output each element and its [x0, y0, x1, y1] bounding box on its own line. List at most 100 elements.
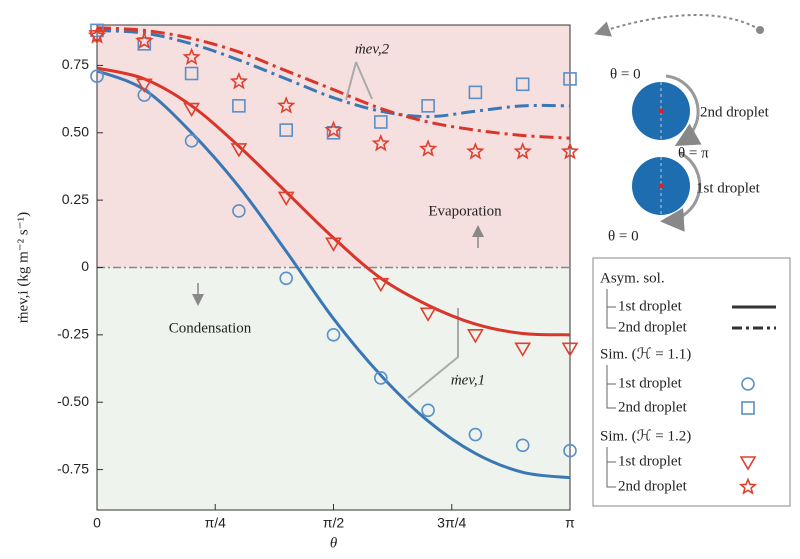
legend-label: 1st droplet: [618, 298, 683, 314]
marker-circle: [279, 271, 293, 286]
y-tick-label: -0.50: [57, 393, 89, 409]
legend-tree: [606, 289, 616, 329]
plot: -0.75 -0.50 -0.25 0 0.25 0.50 0.75 0 π/4 π/2 3π/4 π…: [15, 23, 580, 551]
marker-star: [513, 141, 532, 160]
legend-title: Asym. sol.: [600, 270, 665, 286]
pointer-dot: [756, 26, 764, 34]
marker-star: [277, 96, 296, 114]
droplet-diagram: θ = 0 2nd droplet θ = π 1st droplet θ = …: [594, 14, 770, 244]
annotation: Condensation: [169, 320, 252, 336]
marker-square: [741, 401, 755, 415]
y-tick-label: 0.75: [62, 56, 89, 72]
marker-star: [135, 31, 154, 49]
annotation: ṁev,2: [355, 41, 390, 57]
legend-label: 1st droplet: [618, 453, 683, 469]
marker-star: [738, 477, 758, 495]
marker-square: [374, 115, 388, 129]
diagram-label: θ = 0: [610, 66, 641, 82]
series-line: [96, 69, 571, 480]
marker-star: [324, 120, 343, 138]
series-line: [96, 26, 571, 140]
marker-circle: [515, 438, 530, 453]
marker-triangle: [230, 143, 248, 158]
marker-square: [515, 77, 530, 92]
diagram-label: 1st droplet: [696, 180, 761, 196]
marker-star: [466, 141, 485, 160]
marker-star: [182, 47, 201, 66]
marker-triangle: [561, 342, 579, 357]
x-tick-label: 3π/4: [437, 515, 466, 531]
marker-circle: [184, 134, 199, 148]
y-tick-label: 0: [81, 258, 89, 274]
x-tick-label: π: [565, 515, 575, 531]
series-line: [96, 28, 571, 119]
marker-circle: [421, 403, 435, 418]
legend-title: Sim. (ℋ = 1.2): [600, 428, 691, 444]
marker-square: [563, 72, 577, 86]
marker-circle: [468, 427, 483, 442]
marker-square: [468, 85, 483, 100]
legend-tree: [606, 365, 616, 409]
diagram-label: 2nd droplet: [700, 104, 770, 120]
marker-square: [279, 123, 293, 137]
marker-circle: [232, 204, 246, 218]
annotation: ṁev,1: [451, 372, 485, 388]
plot-background: [96, 24, 571, 511]
marker-triangle: [135, 78, 153, 93]
legend-label: 2nd droplet: [618, 399, 688, 415]
x-axis-label: θ: [330, 535, 338, 551]
pointer-arrow: [594, 14, 761, 37]
x-tick-label: π/2: [323, 515, 345, 531]
marker-triangle: [419, 307, 437, 322]
diagram-label: θ = 0: [608, 228, 639, 244]
y-tick-label: 0.50: [62, 123, 89, 139]
marker-star: [418, 139, 438, 157]
marker-triangle: [325, 237, 342, 252]
center: [658, 108, 664, 114]
legend-label: 1st droplet: [618, 375, 683, 391]
legend-box: [592, 257, 791, 507]
x-tick-label: π/4: [205, 515, 227, 531]
marker-triangle: [183, 102, 200, 118]
legend-label: 2nd droplet: [618, 319, 688, 335]
marker-square: [184, 66, 199, 81]
marker-triangle: [514, 342, 532, 357]
marker-triangle: [277, 191, 295, 207]
marker-triangle: [467, 329, 484, 344]
center: [658, 183, 664, 189]
legend-label: 2nd droplet: [618, 478, 688, 494]
marker-star: [87, 26, 107, 44]
marker-square: [421, 99, 435, 113]
legend-tree: [606, 447, 616, 488]
marker-square: [326, 125, 341, 140]
marker-square: [232, 99, 246, 113]
marker-triangle: [739, 456, 757, 471]
arc-arrow: [665, 74, 702, 146]
marker-circle: [326, 328, 341, 342]
evaporation-region: [97, 25, 570, 268]
x-tick-label: 0: [93, 515, 101, 531]
leader-line: [407, 308, 459, 399]
marker-circle: [563, 443, 577, 458]
marker-circle: [741, 377, 755, 391]
annotation: Evaporation: [428, 203, 502, 219]
marker-triangle: [372, 277, 390, 293]
legend-title: Sim. (ℋ = 1.1): [600, 346, 691, 362]
marker-circle: [90, 69, 104, 83]
y-tick-label: -0.25: [57, 326, 89, 342]
arc-arrow: [660, 151, 702, 232]
marker-circle: [374, 371, 388, 385]
y-tick-label: 0.25: [62, 191, 89, 207]
marker-star: [371, 133, 390, 152]
condensation-region: [97, 267, 570, 510]
leader-line: [355, 61, 373, 100]
y-tick-label: -0.75: [57, 460, 89, 476]
y-axis-label: ṁev,i (kg m⁻² s⁻¹): [15, 212, 31, 323]
marker-star: [229, 71, 249, 90]
diagram-label: θ = π: [678, 145, 709, 161]
leader-line: [345, 61, 357, 101]
marker-star: [560, 141, 580, 160]
legend: Asym. sol. 1st droplet 2nd droplet Sim. (ℋ …: [592, 257, 791, 507]
marker-circle: [137, 88, 152, 102]
